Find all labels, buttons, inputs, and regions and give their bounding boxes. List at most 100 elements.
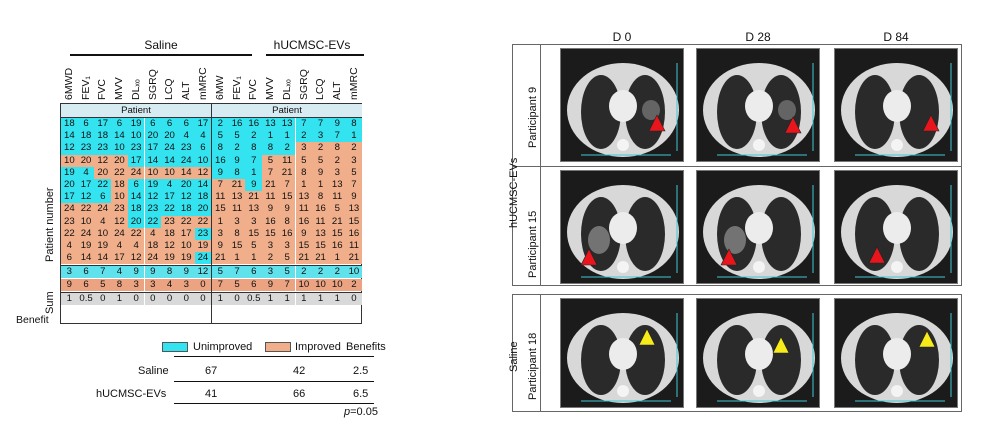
column-header-ev: 6MW <box>214 75 226 101</box>
table-cell: 14 <box>144 154 162 167</box>
table-cell: 21 <box>328 215 346 228</box>
ct-scan-panel <box>696 170 820 284</box>
column-header-saline: ALT <box>179 81 192 100</box>
participant-divider <box>512 166 961 167</box>
column-header-saline: DLₓₒ <box>129 79 142 100</box>
sum-cell: 1 <box>262 293 279 306</box>
table-cell: 1 <box>212 215 229 228</box>
sum-cell: 5 <box>228 279 246 292</box>
table-cell: 17 <box>61 191 78 204</box>
ct-scan-panel <box>834 48 958 162</box>
table-cell: 14 <box>194 179 212 192</box>
mediastinum <box>609 90 637 122</box>
group-divider <box>211 104 212 323</box>
table-cell: 10 <box>194 154 212 167</box>
table-cell: 12 <box>94 154 112 167</box>
sum-cell: 9 <box>127 266 145 279</box>
lesion-arrow-icon <box>580 248 598 266</box>
sum-cell: 2 <box>312 266 329 279</box>
table-cell: 6 <box>144 118 162 131</box>
ct-scan-panel <box>834 170 958 284</box>
lesion-arrow-icon <box>772 336 790 354</box>
table-cell: 13 <box>295 191 313 204</box>
table-cell: 22 <box>61 227 78 240</box>
column-header-ev: ALT <box>330 81 343 100</box>
table-cell: 11 <box>228 203 246 216</box>
table-cell: 10 <box>177 240 195 253</box>
table-cell: 1 <box>245 166 263 179</box>
spine <box>753 261 765 273</box>
mediastinum <box>609 338 637 370</box>
table-cell: 24 <box>111 227 128 240</box>
table-cell: 3 <box>328 166 346 179</box>
legend-unimproved-label: Unimproved <box>193 341 253 353</box>
table-cell: 9 <box>262 203 279 216</box>
ct-scan-image <box>567 185 679 279</box>
table-cell: 20 <box>161 130 178 143</box>
table-cell: 14 <box>61 130 78 143</box>
table-cell: 5 <box>245 240 263 253</box>
sum-cell: 1 <box>278 293 296 306</box>
table-cell: 1 <box>295 179 313 192</box>
summary-ev-benefits: 6.5 <box>353 388 369 400</box>
column-header-saline: LCQ <box>163 78 176 100</box>
table-cell: 16 <box>295 215 313 228</box>
table-cell: 13 <box>278 118 296 131</box>
benefit-top-rule <box>61 292 361 294</box>
ct-scan-panel <box>560 298 684 408</box>
table-cell: 7 <box>345 179 363 192</box>
mediastinum <box>609 212 637 244</box>
table-cell: 18 <box>144 240 162 253</box>
sum-cell: 0 <box>177 293 195 306</box>
table-cell: 2 <box>212 118 229 131</box>
table-cell: 3 <box>228 215 246 228</box>
table-cell: 21 <box>228 179 246 192</box>
table-cell: 21 <box>295 252 313 265</box>
timepoint-d84: D 84 <box>883 30 909 44</box>
summary-saline-improved: 42 <box>293 365 306 377</box>
table-cell: 8 <box>295 166 313 179</box>
table-cell: 5 <box>295 154 313 167</box>
table-cell: 18 <box>77 130 95 143</box>
table-cell: 10 <box>77 215 95 228</box>
p-value: p=0.05 <box>344 406 378 418</box>
table-cell: 19 <box>61 166 78 179</box>
table-cell: 20 <box>177 179 195 192</box>
lesion-arrow-icon <box>922 114 940 132</box>
table-cell: 8 <box>245 142 263 155</box>
sum-cell: 1 <box>328 293 346 306</box>
mediastinum <box>883 90 911 122</box>
sum-cell: 10 <box>312 279 329 292</box>
table-cell: 15 <box>245 227 263 240</box>
table-cell: 11 <box>345 240 363 253</box>
table-cell: 24 <box>94 203 112 216</box>
table-cell: 6 <box>161 118 178 131</box>
table-cell: 24 <box>77 227 95 240</box>
table-cell: 12 <box>194 166 212 179</box>
table-cell: 7 <box>212 179 229 192</box>
table-cell: 3 <box>212 227 229 240</box>
table-cell: 11 <box>212 191 229 204</box>
patient-heatmap-table: Patient Patient 18 6 17 6 19 6 6 6 17 14 18 18 14 10 20 2… <box>60 103 363 324</box>
table-cell: 7 <box>245 154 263 167</box>
sum-cell: 9 <box>144 266 162 279</box>
sum-cell: 1 <box>212 293 229 306</box>
right-lung <box>717 325 757 395</box>
table-cell: 2 <box>228 142 246 155</box>
ev-label-divider <box>540 44 541 285</box>
table-cell: 14 <box>94 252 112 265</box>
table-cell: 5 <box>212 130 229 143</box>
table-cell: 20 <box>127 215 145 228</box>
table-cell: 21 <box>245 191 263 204</box>
ev-group-side-label: hUCMSC-EVs <box>508 157 520 228</box>
opacity-lesion <box>642 100 660 120</box>
left-lung <box>761 197 801 271</box>
table-cell: 13 <box>345 203 363 216</box>
participant-15-label: Participant 15 <box>527 210 539 278</box>
table-cell: 8 <box>228 166 246 179</box>
table-cell: 10 <box>127 130 145 143</box>
table-cell: 7 <box>278 179 296 192</box>
table-cell: 6 <box>61 252 78 265</box>
table-cell: 11 <box>328 191 346 204</box>
summary-ev-improved: 66 <box>293 388 306 400</box>
